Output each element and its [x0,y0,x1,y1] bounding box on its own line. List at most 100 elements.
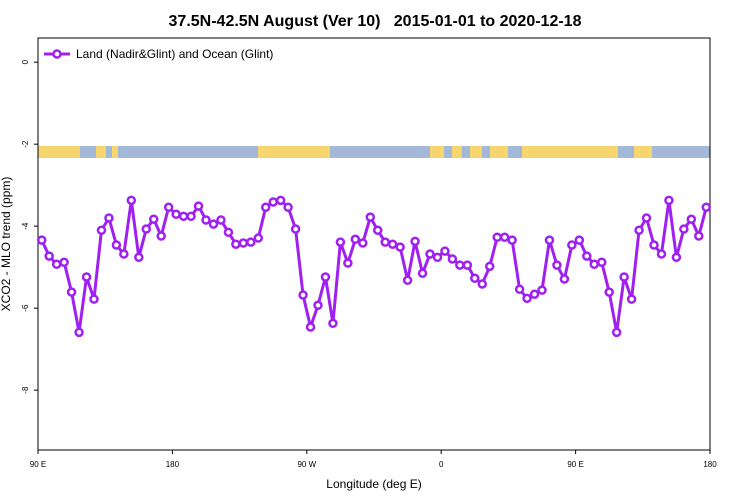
point [395,242,405,252]
point [275,195,286,206]
point [656,249,667,259]
point [156,231,166,241]
point [425,249,435,259]
point [298,290,308,300]
x-tick-label: 0 [439,460,444,469]
point [253,233,264,243]
plot-frame [37,37,711,451]
point [216,215,226,225]
land-band [96,146,106,158]
y-tick-label: 0 [21,59,30,64]
point [44,251,54,261]
land-band [634,146,652,158]
point [89,294,99,304]
point [223,227,234,238]
point [619,272,629,282]
y-tick-label: -2 [21,140,30,148]
point [178,211,189,222]
land-band [258,146,330,158]
point [104,213,114,223]
x-axis-label: Longitude (deg E) [326,477,421,491]
x-tick-label: 90 E [30,460,46,469]
point [372,225,383,236]
point [335,237,346,247]
point [559,274,570,284]
point [246,237,256,247]
point [36,235,47,245]
point [305,322,316,332]
point [350,234,361,245]
chart-title: 37.5N-42.5N August (Ver 10) 2015-01-01 t… [169,13,582,30]
land-ocean-band [38,146,710,158]
point [455,260,465,270]
point [51,259,62,270]
point [238,238,249,248]
point [544,235,555,245]
point [432,252,443,263]
point [567,240,577,250]
point [111,240,122,250]
point [574,235,585,245]
point [529,289,540,299]
land-band [522,146,618,158]
point [499,232,510,242]
point [208,219,219,229]
point [380,237,390,247]
point [596,257,607,267]
point [522,293,532,304]
point [283,202,293,213]
point [470,273,480,283]
point [343,258,353,268]
point [671,252,682,263]
point [649,240,659,250]
point [81,272,92,282]
point [701,202,712,213]
point [328,318,338,329]
point [119,249,129,259]
point [477,279,488,289]
point [664,195,674,206]
point [126,195,137,206]
y-axis-label: XCO2 - MLO trend (ppm) [0,177,13,312]
point [402,275,413,286]
point [589,259,600,270]
land-band [112,146,118,158]
legend-label: Land (Nadir&Glint) and Ocean (Glint) [76,47,273,61]
point [626,294,637,304]
point [514,284,525,295]
point [231,239,241,249]
point [611,327,622,338]
point [582,251,592,261]
point [387,239,398,249]
point [507,235,517,245]
y-tick-label: -8 [21,386,30,394]
point [492,232,502,242]
point [141,224,152,234]
point [96,225,107,236]
point [201,215,211,225]
y-tick-label: -4 [21,222,30,230]
point [679,224,689,234]
x-tick-label: 90 E [567,460,583,469]
point [260,202,271,213]
point [313,300,323,311]
point [447,254,458,264]
point [552,260,562,270]
point [358,238,368,248]
point [148,214,159,224]
point [641,213,652,223]
land-band [452,146,462,158]
legend-marker [52,49,62,59]
point [604,287,614,297]
y-tick-label: -6 [21,304,30,312]
point [410,236,420,247]
point [634,225,644,236]
x-tick-label: 180 [166,460,180,469]
land-band [38,146,80,158]
land-band [430,146,444,158]
point [417,268,428,279]
point [537,285,547,295]
point [268,197,278,207]
point [74,327,84,338]
point [193,201,204,211]
